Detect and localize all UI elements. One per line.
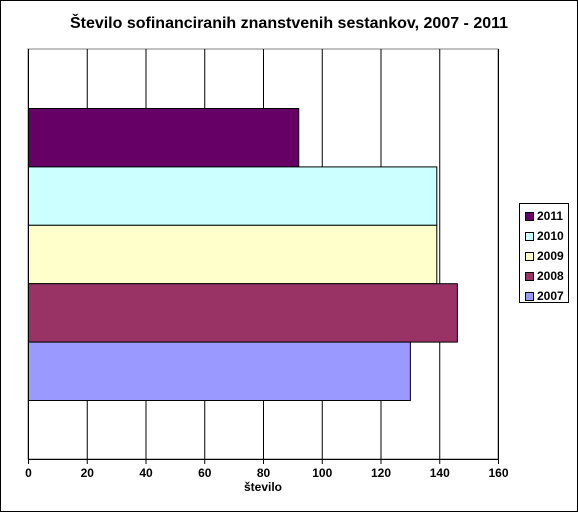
x-tick-label: 60: [198, 466, 212, 480]
legend-swatch: [525, 251, 534, 261]
legend-label: 2009: [537, 249, 564, 263]
x-tick-label: 40: [139, 466, 153, 480]
legend-label: 2010: [537, 229, 564, 243]
bar-2007: [28, 341, 411, 402]
legend-item-2010: 2010: [520, 226, 568, 246]
x-tick-label: 80: [257, 466, 271, 480]
x-axis-title: število: [244, 480, 282, 494]
x-tick-label: 160: [488, 466, 508, 480]
legend-item-2008: 2008: [520, 266, 568, 286]
legend-item-2007: 2007: [520, 286, 568, 306]
legend: 2011 2010 2009 2008 2007: [519, 203, 569, 303]
x-tick-label: 20: [81, 466, 95, 480]
bar-2010: [28, 166, 438, 226]
bar-2009: [28, 224, 438, 285]
legend-label: 2011: [537, 209, 564, 223]
legend-swatch: [525, 211, 534, 221]
legend-label: 2008: [537, 269, 564, 283]
legend-swatch: [525, 291, 534, 301]
legend-item-2011: 2011: [520, 206, 568, 226]
legend-label: 2007: [537, 289, 564, 303]
x-tick-label: 120: [371, 466, 391, 480]
x-tick-label: 140: [430, 466, 450, 480]
chart-title: Število sofinanciranih znanstvenih sesta…: [69, 15, 509, 32]
x-tick-label: 100: [312, 466, 332, 480]
legend-swatch: [525, 231, 534, 241]
bar-2011: [28, 108, 300, 168]
legend-item-2009: 2009: [520, 246, 568, 266]
x-tick-label: 0: [25, 466, 32, 480]
legend-swatch: [525, 271, 534, 281]
bar-2008: [28, 283, 458, 343]
